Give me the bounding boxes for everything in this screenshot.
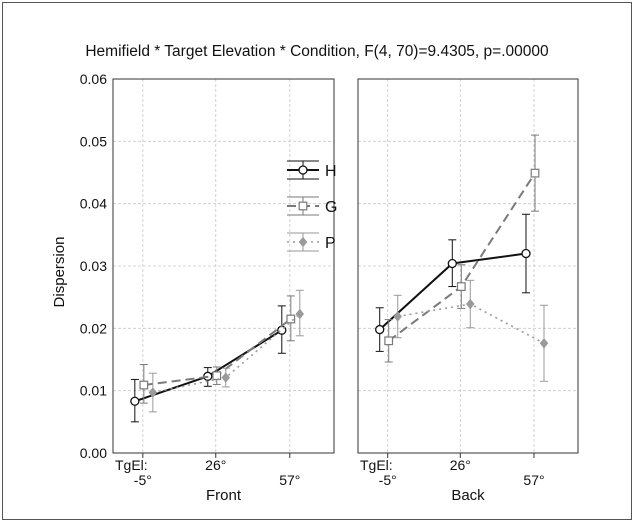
data-point-p: [539, 337, 549, 349]
data-point-p: [148, 387, 158, 398]
y-tick-label: 0.01: [80, 383, 107, 399]
x-prefix-label: TgEl:: [115, 457, 148, 473]
legend-label: G: [325, 199, 337, 216]
panel-back: -5° 26° 57° TgEl: Back: [357, 78, 579, 504]
legend-label: P: [325, 235, 336, 252]
panel-frame: [112, 78, 335, 454]
y-tick-label: 0.02: [80, 320, 107, 336]
data-point-g: [384, 336, 394, 346]
data-point-p: [295, 308, 305, 320]
chart-title: Hemifield * Target Elevation * Condition…: [85, 43, 549, 60]
x-tick-label: -5°: [379, 472, 397, 488]
legend-marker-h: [298, 165, 308, 175]
y-tick-label: 0.05: [80, 133, 107, 149]
data-point-p: [393, 311, 402, 322]
y-axis-label: Dispersion: [51, 237, 68, 308]
x-tick-label: 26°: [205, 457, 226, 473]
y-tick-label: 0.04: [80, 196, 107, 212]
data-point-h: [521, 248, 531, 259]
data-point-h: [130, 396, 140, 406]
data-point-h: [375, 324, 385, 335]
x-tick-label: -5°: [134, 472, 152, 488]
x-tick-label: 57°: [279, 472, 300, 488]
data-point-p: [466, 298, 475, 310]
legend-marker-p: [298, 236, 308, 248]
data-point-g: [456, 282, 466, 291]
series-line-p: [152, 313, 301, 394]
data-point-g: [139, 380, 149, 390]
x-prefix-label: TgEl:: [360, 457, 393, 473]
y-tick-label: 0.06: [80, 71, 107, 87]
data-point-h: [447, 258, 457, 269]
y-tick-label: 0.00: [80, 445, 107, 461]
plot-area: 0.00 0.01 0.02 0.03 0.04 0.05 0.06 -5° 26° 57° TgE…: [80, 71, 579, 504]
data-point-g: [286, 314, 296, 324]
x-tick-label: 57°: [523, 472, 544, 488]
legend: H G P: [287, 160, 337, 252]
panel-label: Front: [206, 487, 242, 504]
legend-marker-g: [298, 201, 308, 211]
panel-label: Back: [451, 487, 485, 504]
data-point-g: [530, 168, 540, 178]
legend-label: H: [325, 163, 337, 180]
y-tick-label: 0.03: [80, 258, 107, 274]
panel-front: -5° 26° 57° TgEl: Front: [112, 78, 335, 504]
x-tick-label: 26°: [450, 457, 471, 473]
data-point-g: [212, 371, 222, 381]
panel-frame: [357, 78, 579, 454]
data-point-p: [221, 372, 231, 383]
